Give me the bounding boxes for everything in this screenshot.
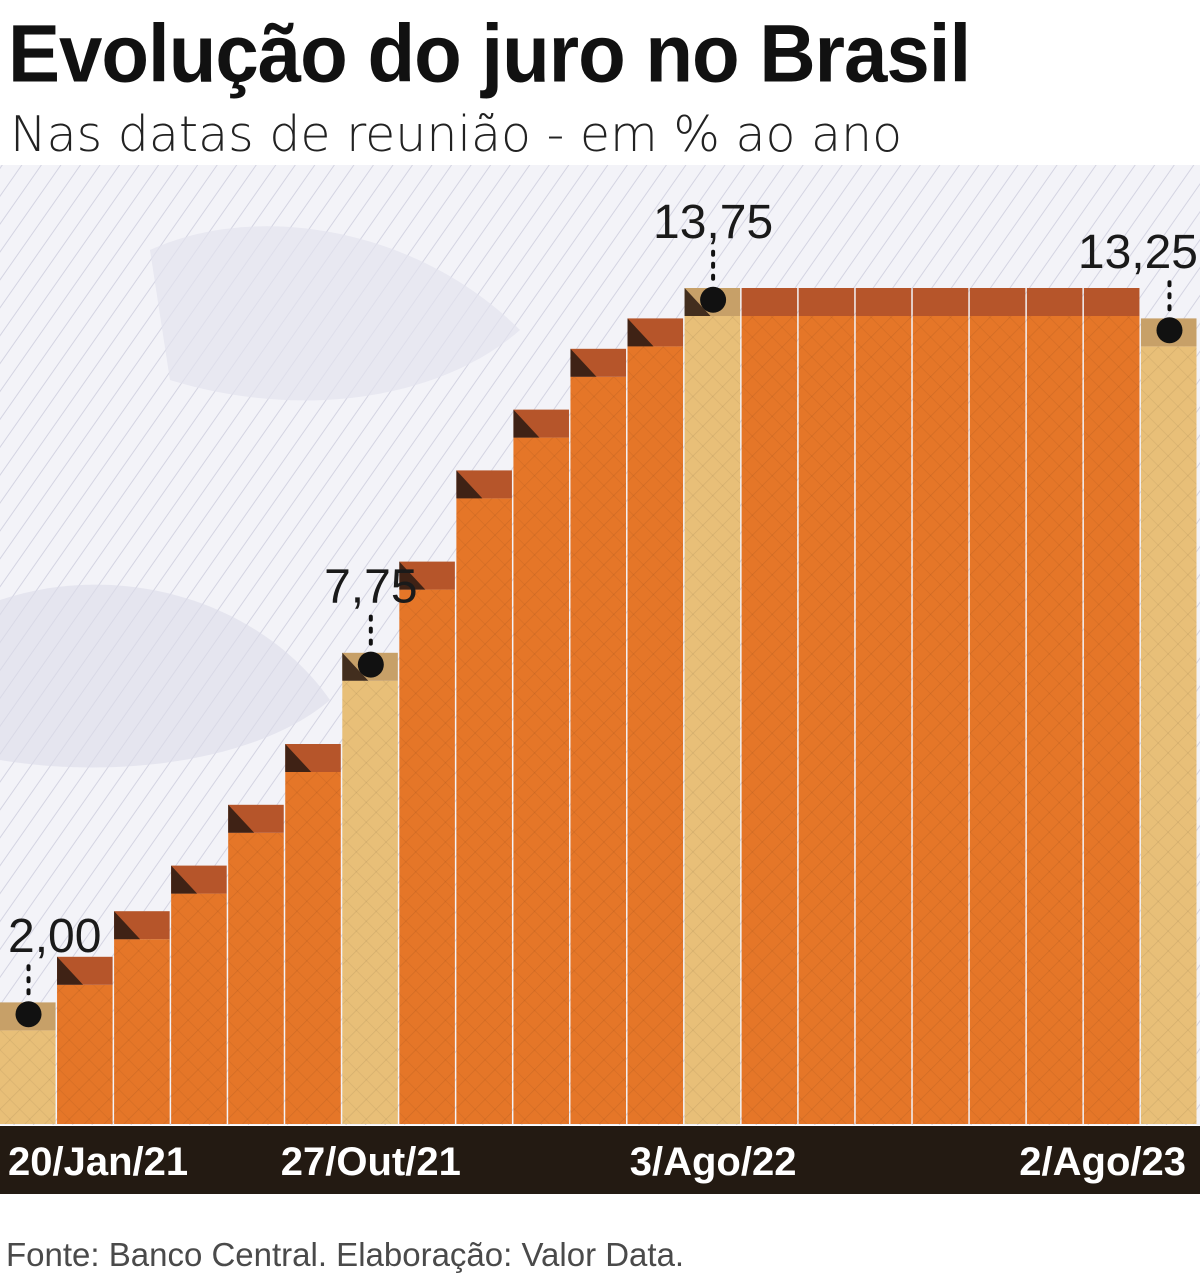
bar-texture <box>684 316 741 1124</box>
value-label: 13,75 <box>653 196 773 249</box>
bar-texture <box>342 680 398 1124</box>
bar-top <box>1026 288 1083 316</box>
value-marker <box>1156 317 1183 344</box>
bar-texture <box>399 589 455 1124</box>
bar-6 <box>342 652 398 1124</box>
value-label: 13,25 <box>1078 226 1198 279</box>
chart-title: Evolução do juro no Brasil <box>8 6 971 100</box>
bar-texture <box>228 832 284 1124</box>
bar-top <box>969 288 1026 316</box>
bar-9 <box>513 409 569 1125</box>
value-annotation-12: 13,75 <box>653 196 773 313</box>
value-annotation-20: 13,25 <box>1078 226 1198 344</box>
bar-18 <box>1026 288 1083 1124</box>
bar-texture <box>1083 316 1140 1124</box>
x-tick-label: 2/Ago/23 <box>1019 1140 1186 1184</box>
bar-texture <box>513 437 569 1125</box>
bar-16 <box>912 288 969 1124</box>
bar-7 <box>399 561 455 1124</box>
bar-11 <box>627 318 684 1124</box>
bar-step-shadow <box>570 348 597 377</box>
bar-20 <box>1140 318 1197 1124</box>
bar-step-shadow <box>399 561 426 590</box>
bar-12 <box>684 288 741 1124</box>
x-tick-label: 27/Out/21 <box>281 1140 461 1184</box>
bar-step-shadow <box>513 409 540 438</box>
bar-5 <box>285 744 341 1124</box>
bar-3 <box>171 865 227 1124</box>
bar-texture <box>114 939 170 1124</box>
bars-group <box>0 288 1197 1125</box>
bar-top <box>912 288 969 316</box>
bar-4 <box>228 804 284 1124</box>
x-tick-label: 3/Ago/22 <box>630 1140 797 1184</box>
value-annotation-6: 7,75 <box>324 561 418 678</box>
bar-15 <box>855 288 912 1124</box>
bar-step-shadow <box>57 956 84 985</box>
bar-step-shadow <box>228 804 255 833</box>
chart-subtitle: Nas datas de reunião - em % ao ano <box>10 106 903 163</box>
bar-texture <box>798 316 855 1124</box>
bar-texture <box>171 893 227 1124</box>
bar-texture <box>912 316 969 1124</box>
value-marker <box>357 651 384 678</box>
bar-texture <box>57 984 113 1124</box>
bar-texture <box>0 1030 56 1124</box>
bar-texture <box>741 316 798 1124</box>
bar-top <box>855 288 912 316</box>
bar-step-shadow <box>114 911 141 940</box>
bar-step-shadow <box>285 744 312 772</box>
bar-texture <box>1026 316 1083 1124</box>
bar-top <box>741 288 798 316</box>
bar-step-shadow <box>456 470 483 499</box>
bar-chart: 2,00 7,75 13,75 13,25 20/Jan/21 27/Out/21 3/A… <box>0 165 1200 1194</box>
value-labels-group: 2,00 7,75 13,75 13,25 <box>8 196 1198 1028</box>
bar-17 <box>969 288 1026 1124</box>
bar-8 <box>456 470 512 1124</box>
bar-14 <box>798 288 855 1124</box>
value-annotation-0: 2,00 <box>8 910 101 1028</box>
bar-19 <box>1083 288 1140 1124</box>
bar-texture <box>1140 346 1197 1124</box>
bar-10 <box>570 348 627 1124</box>
bar-texture <box>285 772 341 1124</box>
bar-top <box>798 288 855 316</box>
value-label: 2,00 <box>8 910 101 963</box>
bar-texture <box>456 498 512 1124</box>
bar-top <box>1083 288 1140 316</box>
x-axis: 20/Jan/21 27/Out/21 3/Ago/22 2/Ago/23 <box>0 1126 1200 1194</box>
bar-2 <box>114 911 170 1124</box>
bar-texture <box>570 376 627 1124</box>
value-marker <box>700 286 727 313</box>
bar-step-shadow <box>627 318 654 347</box>
bar-texture <box>627 346 684 1124</box>
bar-step-shadow <box>171 865 198 894</box>
value-marker <box>15 1001 42 1028</box>
source-note: Fonte: Banco Central. Elaboração: Valor … <box>6 1236 685 1273</box>
bar-texture <box>855 316 912 1124</box>
bar-1 <box>57 956 113 1124</box>
x-tick-label: 20/Jan/21 <box>8 1140 188 1184</box>
x-axis-band <box>0 1126 1200 1194</box>
bar-texture <box>969 316 1026 1124</box>
bar-13 <box>741 288 798 1124</box>
value-label: 7,75 <box>324 561 417 614</box>
